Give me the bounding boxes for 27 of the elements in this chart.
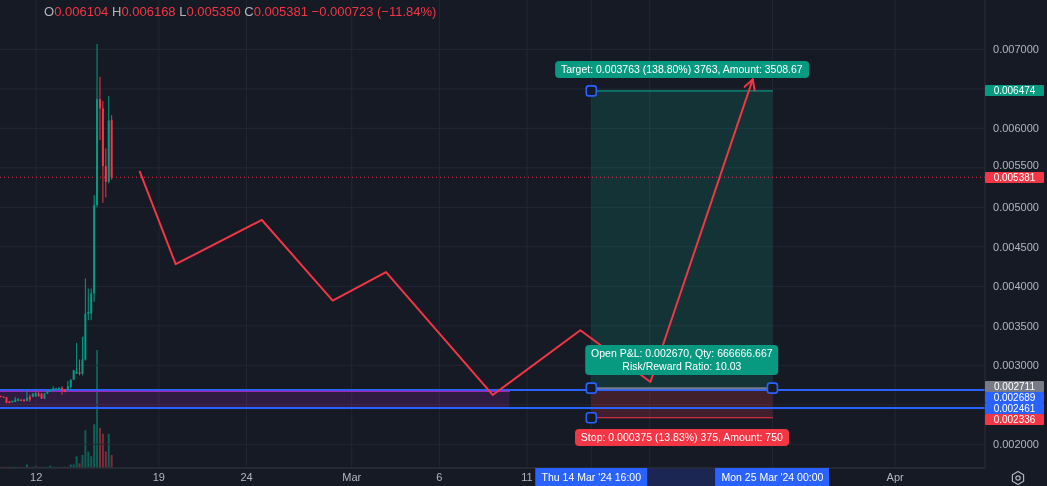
ref-line-label: 0.005381 <box>985 171 1044 183</box>
y-tick-label: 0.004000 <box>993 280 1039 293</box>
y-tick-label: 0.006000 <box>993 122 1039 135</box>
x-tick-label: 11 <box>521 470 533 483</box>
annotation: Stop: 0.000375 (13.83%) 375, Amount: 750 <box>580 430 783 444</box>
ref-line-label: 0.002689 <box>985 391 1044 403</box>
y-tick-label: 0.006474 <box>985 85 1044 97</box>
x-tick-label: Mon 25 Mar '24 00:00 <box>715 468 830 486</box>
ref-line-label: 0.002461 <box>985 402 1044 414</box>
y-tick-label: 0.003000 <box>993 359 1039 372</box>
y-tick-label: 0.002000 <box>993 438 1039 451</box>
y-tick-label: 0.002336 <box>985 413 1044 425</box>
y-tick-label: 0.004500 <box>993 240 1039 253</box>
y-tick-label: 0.007000 <box>993 43 1039 56</box>
x-tick-label: Apr <box>886 470 905 483</box>
y-tick-label: 0.005000 <box>993 201 1039 214</box>
x-tick-label: 24 <box>240 470 253 483</box>
x-tick-label: 19 <box>152 470 165 483</box>
x-tick-label: 12 <box>30 470 43 483</box>
annotation: Target: 0.003763 (138.80%) 3763, Amount: 3508.67 <box>561 62 803 76</box>
x-tick-label: Thu 14 Mar '24 16:00 <box>535 468 648 486</box>
x-tick-label: Mar <box>342 470 362 483</box>
text: O0.006104 H0.006168 L0.005350 C0.005381 −0.000723 (−11.84%) <box>44 4 437 19</box>
y-tick-label: 0.003500 <box>993 319 1039 332</box>
y-tick-label: 0.002711 <box>985 380 1044 392</box>
x-tick-label: 6 <box>436 470 443 483</box>
y-tick-label: 0.005500 <box>993 159 1039 172</box>
